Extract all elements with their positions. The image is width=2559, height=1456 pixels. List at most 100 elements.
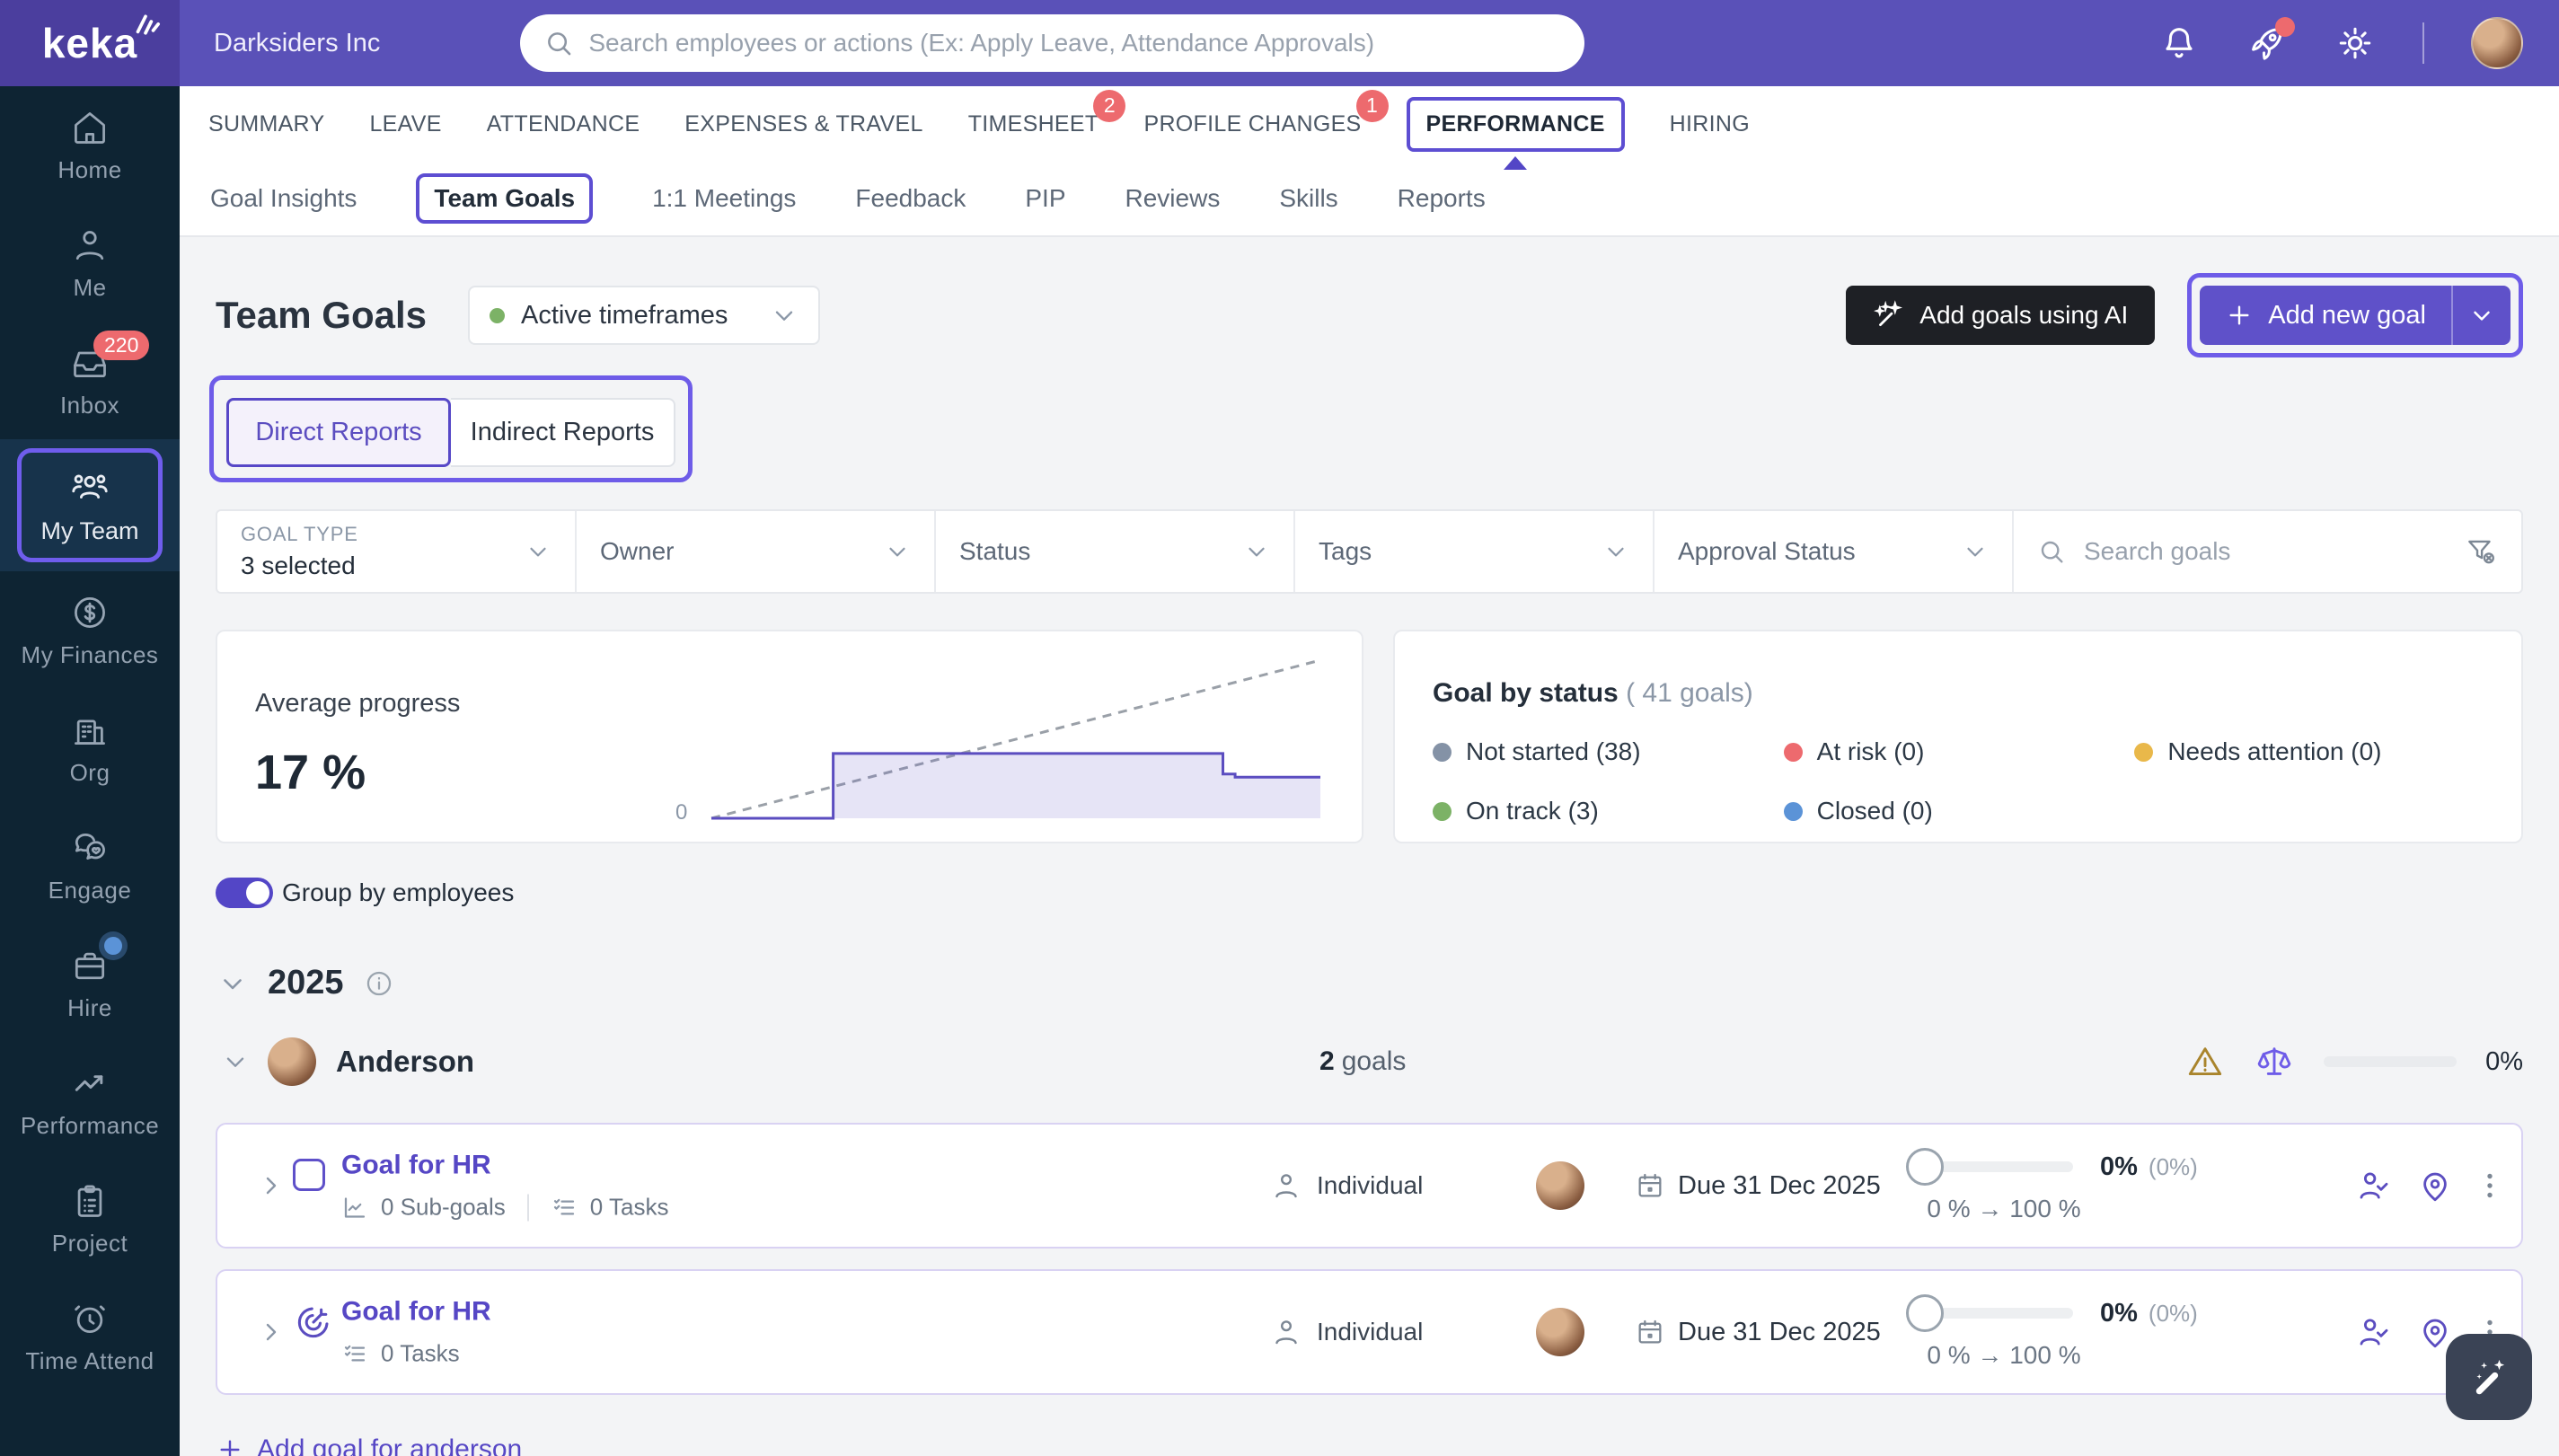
timeframe-select[interactable]: Active timeframes [467,286,820,345]
goal-due-date: Due 31 Dec 2025 [1678,1170,1881,1200]
sidebar-item-engage[interactable]: Engage [0,807,180,924]
assign-person-icon[interactable] [2355,1313,2393,1351]
keka-logo[interactable]: keka [0,0,180,86]
reports-toggle-highlight: Direct Reports Indirect Reports [209,375,693,482]
group-by-employees-toggle[interactable] [216,878,273,908]
subtab-pip[interactable]: PIP [1025,184,1066,212]
sidebar-item-org[interactable]: Org [0,689,180,807]
sidebar-item-time-attend[interactable]: Time Attend [0,1277,180,1395]
subtab-team-goals[interactable]: Team Goals [416,173,594,243]
expand-goal-chevron-icon[interactable] [257,1318,286,1346]
sidebar-item-inbox[interactable]: 220 Inbox [0,322,180,439]
sidebar-item-my-team[interactable]: My Team [17,448,163,562]
subtab-reports[interactable]: Reports [1397,184,1486,212]
goal-progress-value: 0% [2100,1298,2138,1328]
goal-owner-avatar [1536,1161,1584,1210]
average-progress-card: Average progress 17 % 0 [216,630,1363,843]
expand-goal-chevron-icon[interactable] [257,1171,286,1200]
tab-attendance[interactable]: ATTENDANCE [486,110,640,137]
inbox-icon: 220 [70,331,150,383]
kebab-menu-icon[interactable] [2474,1167,2506,1205]
subtab-skills[interactable]: Skills [1279,184,1338,212]
whats-new-rocket-icon[interactable] [2246,17,2295,64]
add-goal-for-employee-link[interactable]: Add goal for anderson [216,1434,522,1456]
project-icon [70,1181,110,1221]
rocket-notification-dot [2275,17,2295,37]
home-icon [70,108,110,147]
ai-assistant-fab[interactable] [2446,1334,2532,1420]
location-pin-icon[interactable] [2416,1167,2454,1205]
global-search-input[interactable] [588,29,1562,57]
owner-filter[interactable]: Owner [577,511,936,592]
tags-filter[interactable]: Tags [1295,511,1655,592]
chevron-down-icon [2474,311,2490,321]
timeframe-status-dot [489,307,505,323]
chevron-down-icon [1608,547,1624,557]
goal-checkbox[interactable] [293,1159,325,1191]
goal-title-link[interactable]: Goal for HR [341,1150,491,1180]
sidebar-item-home[interactable]: Home [0,86,180,204]
clear-filters-icon[interactable] [2464,534,2498,569]
location-pin-icon[interactable] [2416,1313,2454,1351]
subtab-1-1-meetings[interactable]: 1:1 Meetings [652,184,797,212]
indirect-reports-tab[interactable]: Indirect Reports [451,398,675,467]
progress-slider-knob[interactable] [1906,1148,1944,1186]
employee-collapse-chevron-icon[interactable] [221,1047,250,1076]
logo-text: keka [41,20,138,66]
chevron-down-icon [775,311,793,321]
sidebar-item-my-finances[interactable]: My Finances [0,571,180,689]
tab-profile-changes[interactable]: PROFILE CHANGES 1 [1143,89,1389,137]
direct-reports-tab[interactable]: Direct Reports [226,398,451,467]
sidebar-item-hire[interactable]: Hire [0,924,180,1042]
subtab-goal-insights[interactable]: Goal Insights [210,184,357,212]
avg-progress-chart [710,658,1321,820]
company-name: Darksiders Inc [214,28,381,57]
warning-icon [2188,1047,2222,1076]
tab-performance[interactable]: PERFORMANCE [1406,96,1625,152]
sidebar-item-project[interactable]: Project [0,1160,180,1277]
progress-slider-knob[interactable] [1906,1294,1944,1332]
goal-progress-paren: (0%) [2148,1152,2198,1180]
employee-group-row: Anderson 2 goals 0% [216,1037,2523,1087]
meta-divider [526,1194,529,1221]
goal-title-link[interactable]: Goal for HR [341,1296,491,1327]
tab-hiring[interactable]: HIRING [1669,110,1750,137]
team-goals-content: Team Goals Active timeframes Add goals u… [180,237,2559,1456]
assign-person-icon[interactable] [2355,1167,2393,1205]
year-collapse-chevron-icon[interactable] [217,968,248,999]
weightage-scale-icon [2257,1047,2291,1075]
notifications-bell-icon[interactable] [2158,22,2200,64]
button-divider [2451,286,2453,345]
goal-due-date: Due 31 Dec 2025 [1678,1317,1881,1346]
tab-expenses-travel[interactable]: EXPENSES & TRAVEL [684,110,923,137]
approval-status-filter[interactable]: Approval Status [1655,511,2014,592]
chevron-down-icon [1249,547,1265,557]
settings-gear-icon[interactable] [2334,22,2376,64]
chevron-down-icon [530,547,546,557]
status-filter[interactable]: Status [936,511,1295,592]
sidebar-item-me[interactable]: Me [0,204,180,322]
goals-search-input[interactable] [2084,537,2446,566]
subtab-reviews[interactable]: Reviews [1125,184,1221,212]
goal-type-filter[interactable]: GOAL TYPE 3 selected [217,511,577,592]
tab-leave[interactable]: LEAVE [369,110,442,137]
employee-nav: SUMMARY LEAVE ATTENDANCE EXPENSES & TRAV… [180,86,2559,162]
profile-avatar[interactable] [2471,17,2523,69]
add-new-goal-highlight: Add new goal [2187,273,2523,357]
tasks-checklist-icon [344,1345,366,1361]
global-search[interactable] [520,14,1585,72]
subtab-feedback[interactable]: Feedback [855,184,966,212]
add-goals-ai-button[interactable]: Add goals using AI [1846,286,2156,345]
magic-wand-icon [2475,1359,2505,1395]
topbar-divider [2422,22,2424,64]
tasks-checklist-icon [553,1198,574,1214]
add-new-goal-button[interactable]: Add new goal [2200,286,2510,345]
add-goal-dropdown-caret[interactable] [2453,286,2510,345]
goals-search[interactable] [2014,511,2521,592]
sub-goals-count: 0 Sub-goals [381,1193,506,1221]
sidebar-item-performance[interactable]: Performance [0,1042,180,1160]
tab-timesheet[interactable]: TIMESHEET 2 [968,89,1126,137]
info-icon[interactable] [364,968,394,999]
tab-summary[interactable]: SUMMARY [208,110,325,137]
progress-line [711,752,1320,820]
